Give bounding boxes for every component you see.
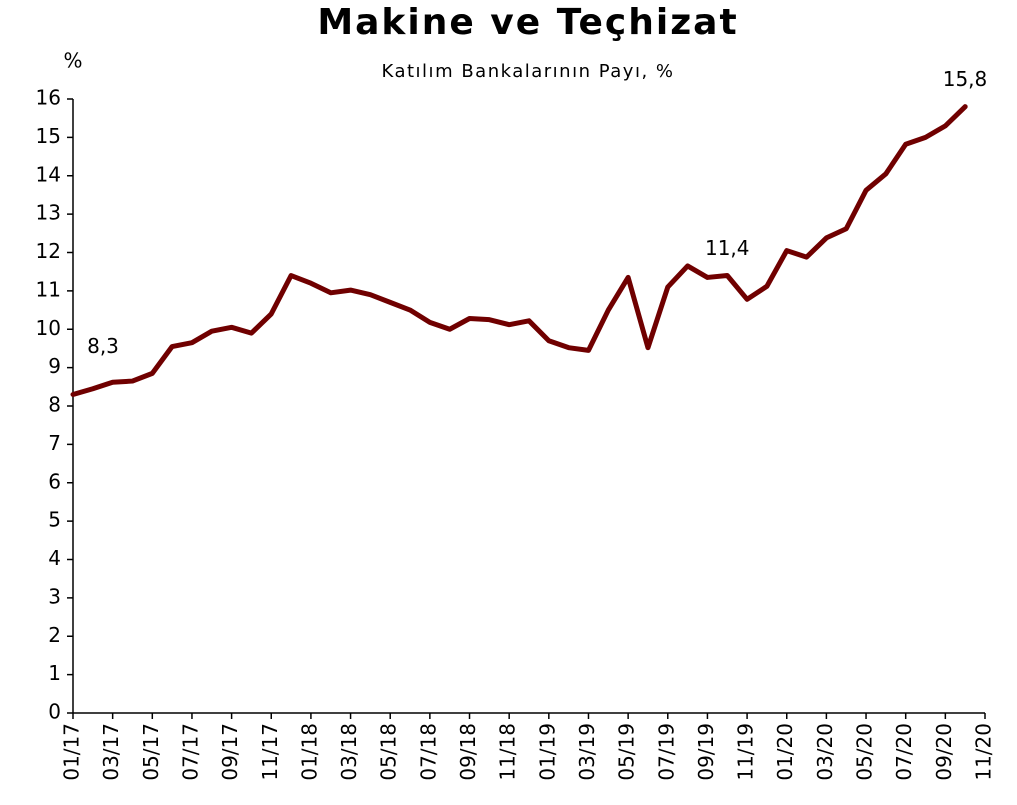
- y-tick-label: 13: [36, 201, 61, 225]
- x-tick-label: 01/18: [297, 723, 321, 781]
- y-tick-label: 6: [48, 469, 61, 493]
- y-axis-label: %: [63, 49, 82, 73]
- x-tick-label: 03/20: [813, 723, 837, 781]
- x-tick-label: 05/19: [615, 723, 639, 781]
- x-tick-label: 01/20: [773, 723, 797, 781]
- y-tick-label: 9: [48, 354, 61, 378]
- data-label: 8,3: [87, 334, 119, 358]
- x-tick-label: 09/18: [456, 723, 480, 781]
- x-tick-label: 11/18: [496, 723, 520, 781]
- x-tick-label: 07/19: [654, 723, 678, 781]
- x-tick-label: 05/18: [377, 723, 401, 781]
- x-tick-label: 11/19: [734, 723, 758, 781]
- y-tick-label: 14: [36, 162, 61, 186]
- data-label: 15,8: [943, 67, 988, 91]
- y-tick-label: 15: [36, 124, 61, 148]
- chart-title: Makine ve Teçhizat: [317, 2, 738, 43]
- x-tick-label: 07/18: [416, 723, 440, 781]
- x-tick-label: 07/17: [178, 723, 202, 781]
- x-tick-label: 03/17: [99, 723, 123, 781]
- x-tick-label: 09/20: [932, 723, 956, 781]
- y-tick-label: 16: [36, 86, 61, 110]
- x-tick-label: 09/19: [694, 723, 718, 781]
- y-tick-label: 11: [36, 277, 61, 301]
- x-tick-label: 03/19: [575, 723, 599, 781]
- x-tick-label: 09/17: [218, 723, 242, 781]
- y-tick-label: 10: [36, 316, 61, 340]
- y-tick-label: 0: [48, 700, 61, 724]
- x-tick-label: 11/20: [972, 723, 996, 781]
- y-tick-label: 8: [48, 393, 61, 417]
- data-label: 11,4: [705, 236, 750, 260]
- x-tick-label: 05/17: [139, 723, 163, 781]
- x-tick-label: 05/20: [853, 723, 877, 781]
- x-tick-label: 07/20: [892, 723, 916, 781]
- x-tick-label: 11/17: [258, 723, 282, 781]
- y-tick-label: 4: [48, 546, 61, 570]
- x-tick-label: 01/19: [535, 723, 559, 781]
- chart-subtitle: Katılım Bankalarının Payı, %: [381, 61, 674, 82]
- y-tick-label: 2: [48, 623, 61, 647]
- x-tick-label: 03/18: [337, 723, 361, 781]
- y-tick-label: 7: [48, 431, 61, 455]
- y-tick-label: 3: [48, 584, 61, 608]
- series-line: [70, 104, 968, 397]
- y-tick-label: 1: [48, 661, 61, 685]
- y-tick-label: 12: [36, 239, 61, 263]
- x-tick-label: 01/17: [60, 723, 84, 781]
- y-tick-label: 5: [48, 508, 61, 532]
